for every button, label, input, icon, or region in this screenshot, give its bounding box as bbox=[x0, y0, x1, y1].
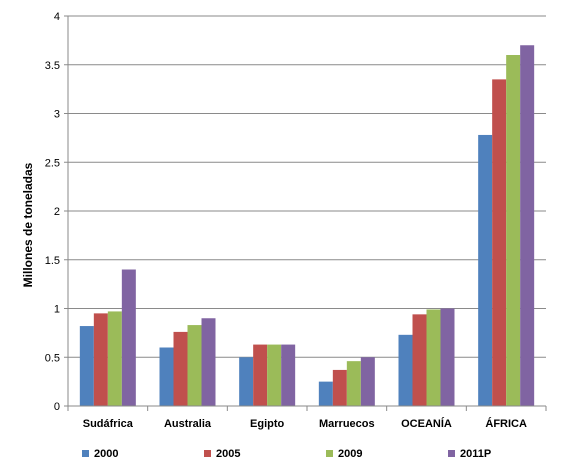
legend-label: 2011P bbox=[460, 448, 491, 460]
legend-label: 2009 bbox=[338, 448, 362, 460]
bar bbox=[159, 347, 174, 406]
y-tick-label: 0 bbox=[54, 401, 60, 413]
bar bbox=[93, 313, 108, 406]
legend-swatch bbox=[204, 450, 211, 457]
x-category-label: ÁFRICA bbox=[485, 417, 527, 430]
bar bbox=[267, 344, 282, 406]
legend-label: 2000 bbox=[94, 448, 118, 460]
legend-swatch bbox=[326, 450, 333, 457]
bar bbox=[360, 357, 375, 406]
bars bbox=[79, 45, 535, 406]
bar bbox=[412, 314, 427, 406]
y-tick-label: 4 bbox=[54, 11, 60, 23]
bar bbox=[239, 357, 254, 406]
bar bbox=[426, 309, 441, 406]
bar bbox=[318, 381, 333, 406]
x-category-label: Egipto bbox=[250, 418, 284, 430]
y-axis-title: Millones de toneladas bbox=[21, 162, 35, 287]
bar bbox=[253, 344, 268, 406]
legend-swatch bbox=[82, 450, 89, 457]
x-category-label: Sudáfrica bbox=[83, 418, 134, 430]
axes bbox=[67, 16, 547, 411]
y-tick-label: 0.5 bbox=[45, 352, 60, 364]
y-tick-label: 3 bbox=[54, 109, 60, 121]
legend-label: 2005 bbox=[216, 448, 240, 460]
y-tick-label: 3.5 bbox=[45, 60, 60, 72]
y-tick-label: 2.5 bbox=[45, 157, 60, 169]
bar bbox=[187, 325, 202, 406]
bar bbox=[173, 331, 188, 406]
y-tick-label: 1.5 bbox=[45, 255, 60, 267]
legend-swatch bbox=[448, 450, 455, 457]
bar bbox=[492, 79, 507, 406]
bar bbox=[281, 344, 296, 406]
bar bbox=[332, 369, 347, 406]
bar bbox=[520, 45, 535, 406]
legend: 2000 2005 2009 2011P bbox=[82, 448, 491, 460]
x-category-label: Marruecos bbox=[319, 418, 375, 430]
bar bbox=[201, 318, 216, 406]
y-tick-label: 1 bbox=[54, 304, 60, 316]
bar bbox=[79, 326, 94, 406]
bar bbox=[107, 311, 122, 406]
bar bbox=[398, 334, 413, 406]
bar bbox=[121, 269, 136, 406]
x-category-label: OCEANÍA bbox=[401, 417, 452, 430]
y-axis-ticks: 0 0.5 1 1.5 2 2.5 3 3.5 4 bbox=[45, 11, 68, 413]
bar bbox=[478, 134, 493, 406]
x-axis-categories: Sudáfrica Australia Egipto Marruecos OCEANÍA… bbox=[83, 417, 527, 430]
bar bbox=[440, 308, 455, 406]
x-category-label: Australia bbox=[164, 418, 212, 430]
gridlines bbox=[68, 15, 546, 358]
bar bbox=[346, 361, 361, 406]
bar bbox=[506, 55, 521, 406]
y-tick-label: 2 bbox=[54, 206, 60, 218]
